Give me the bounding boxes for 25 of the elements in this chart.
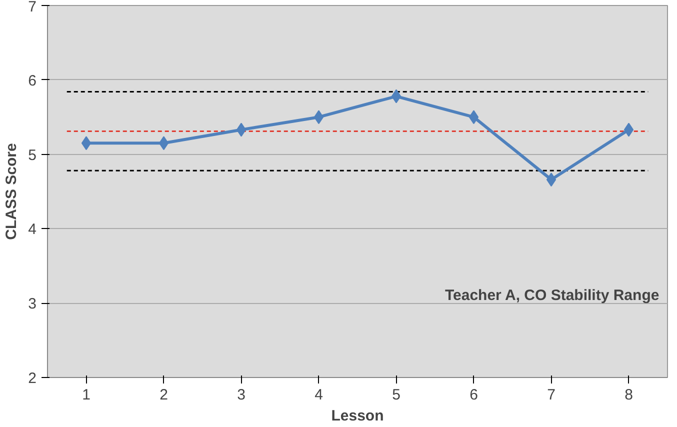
x-axis-title: Lesson bbox=[331, 408, 384, 424]
x-tick-label: 5 bbox=[392, 386, 400, 404]
point bbox=[391, 89, 402, 104]
x-tick-label: 1 bbox=[82, 386, 90, 404]
y-tick-label: 6 bbox=[28, 72, 36, 90]
y-tick-label: 4 bbox=[28, 221, 36, 238]
x-tick-label: 4 bbox=[314, 386, 323, 404]
x-tick-label: 3 bbox=[237, 386, 246, 404]
y-tick-label: 3 bbox=[28, 296, 36, 313]
x-tick-label: 2 bbox=[160, 386, 168, 404]
point bbox=[314, 110, 324, 124]
y-tick-label: 5 bbox=[28, 146, 36, 164]
x-tick-label: 8 bbox=[624, 386, 633, 404]
x-tick-label: 6 bbox=[470, 386, 478, 404]
point bbox=[624, 122, 634, 137]
x-tick-label: 7 bbox=[547, 386, 556, 404]
point bbox=[81, 136, 92, 150]
point bbox=[236, 122, 246, 137]
point bbox=[158, 136, 169, 150]
y-axis-title: CLASS Score bbox=[3, 143, 20, 240]
point bbox=[468, 110, 479, 124]
point bbox=[546, 172, 556, 187]
y-tick-label: 2 bbox=[28, 370, 36, 387]
annotation: Teacher A, CO Stability Range bbox=[444, 286, 660, 304]
y-tick-label: 7 bbox=[28, 0, 36, 16]
